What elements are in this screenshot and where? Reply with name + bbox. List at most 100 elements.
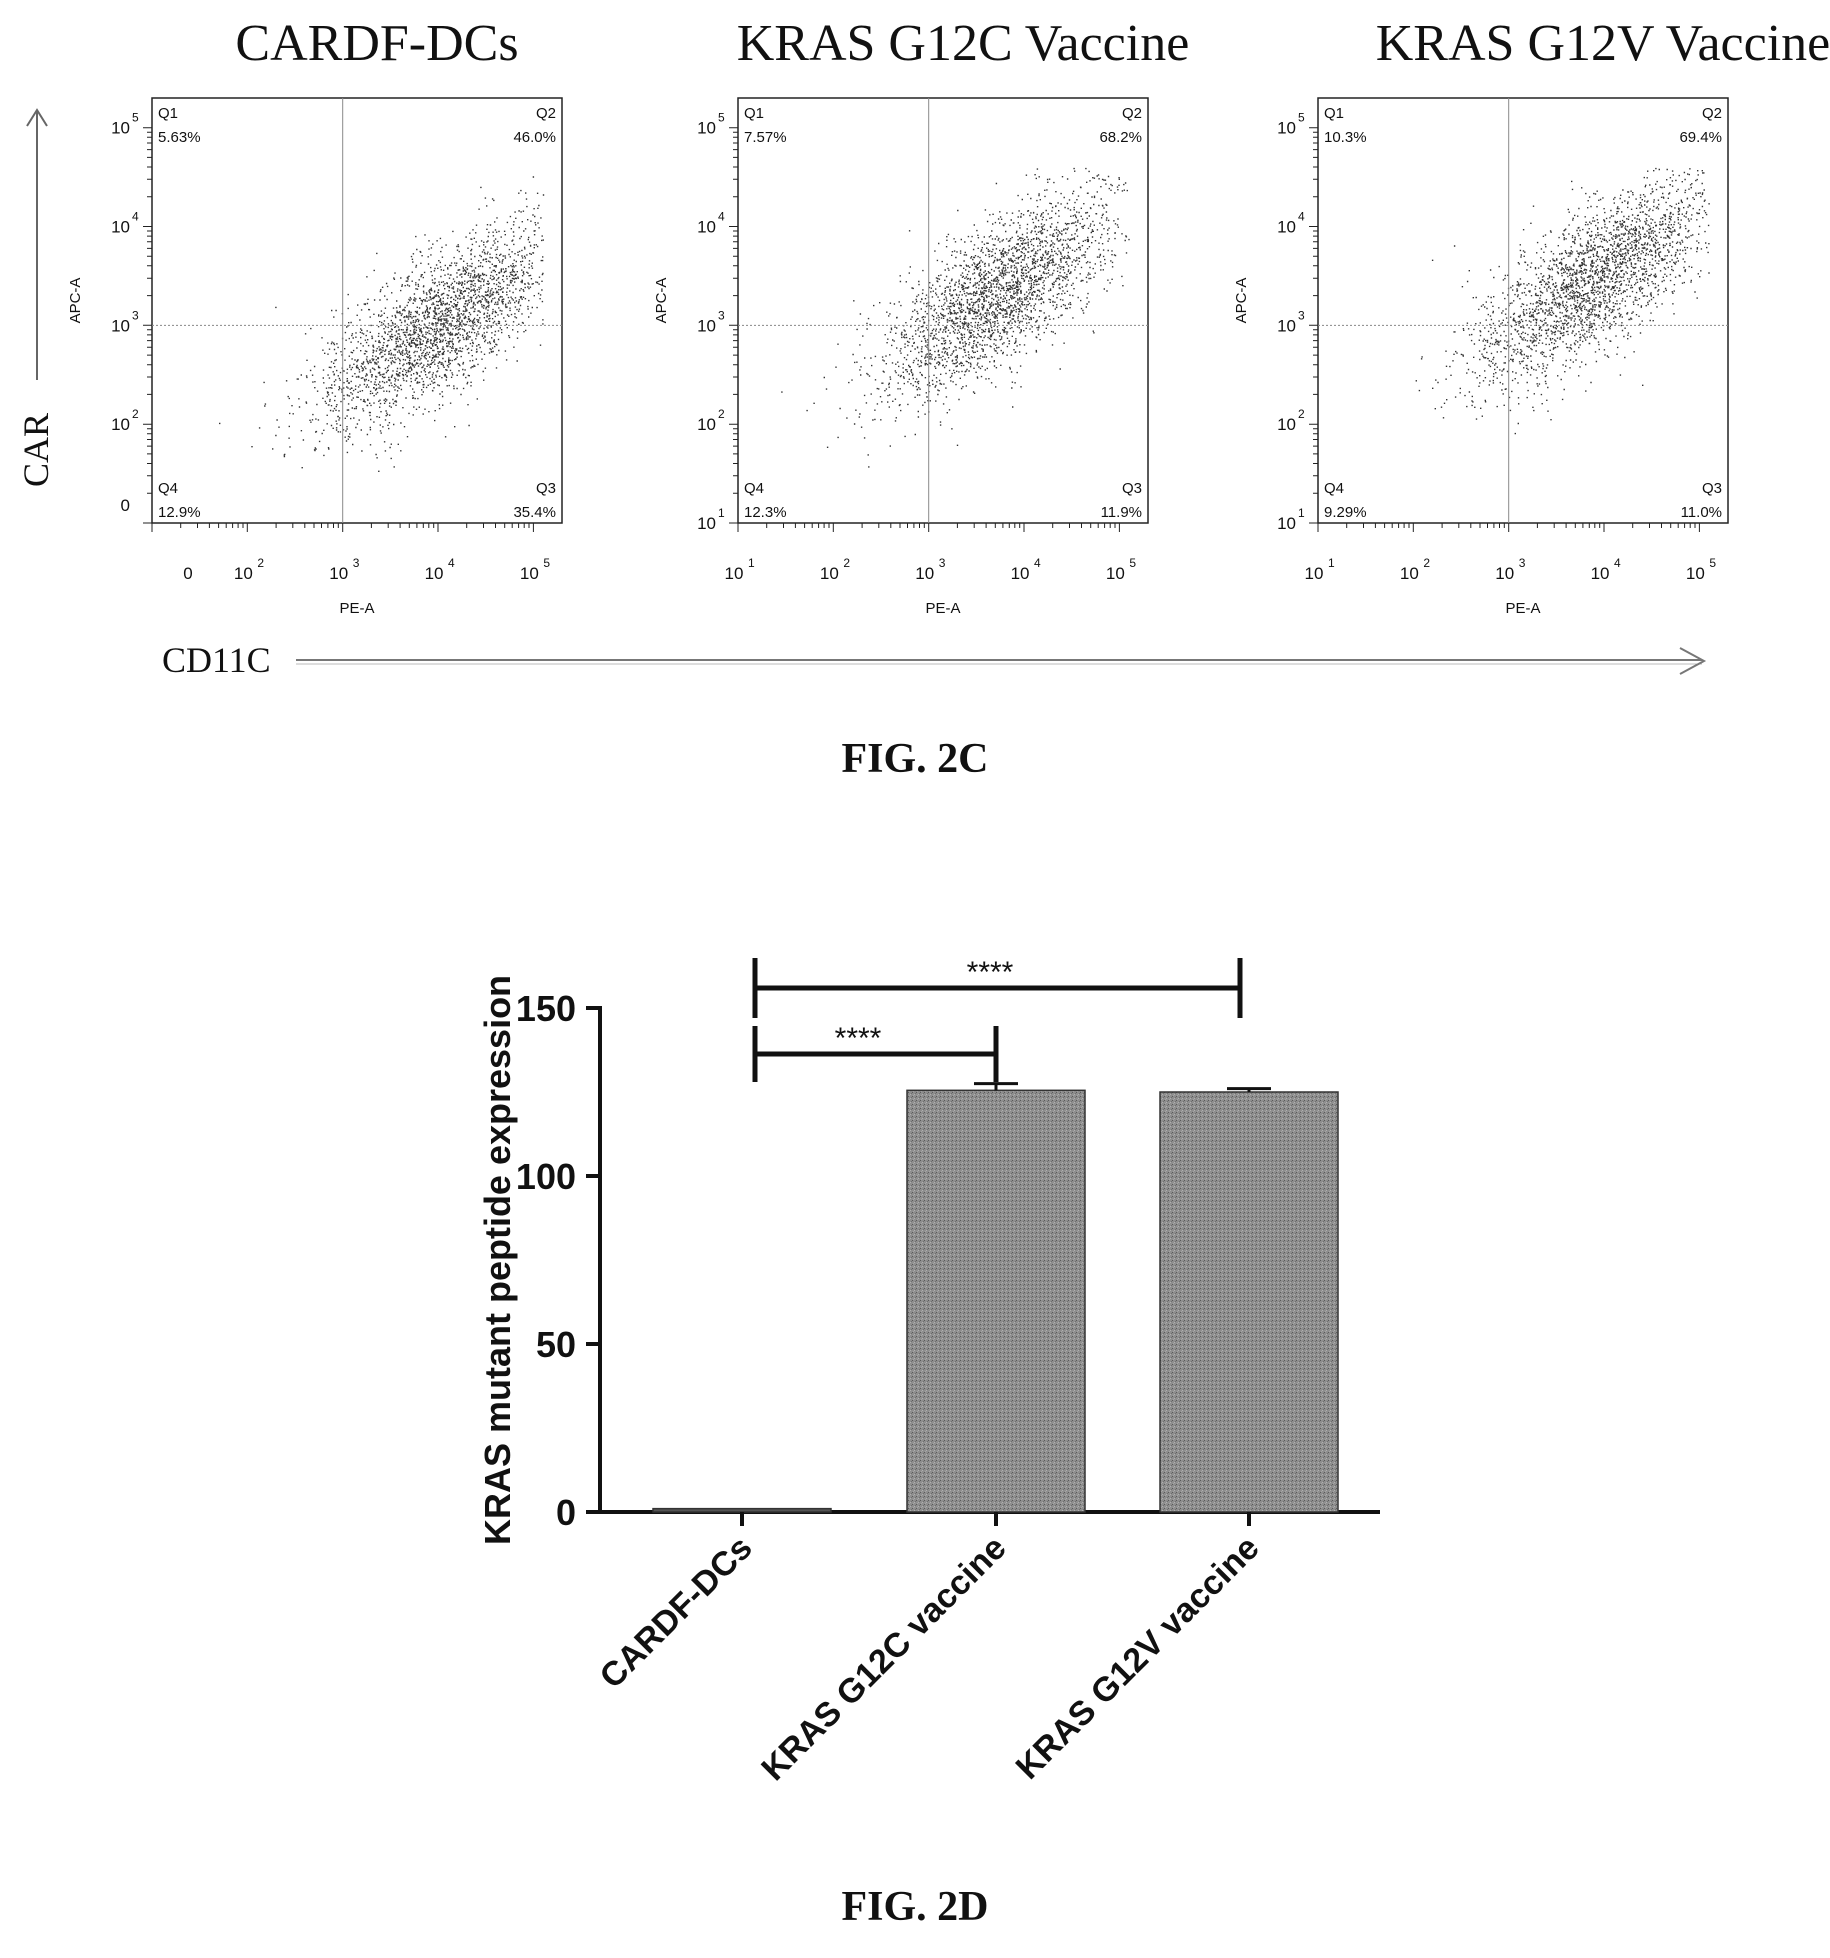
x-tick-exponent: 4 xyxy=(1614,556,1621,570)
x-tick-label: 10 xyxy=(520,564,539,583)
quadrant-name: Q3 xyxy=(1702,480,1722,497)
x-tick-label: KRAS G12V vaccine xyxy=(1009,1529,1267,1787)
bar-2 xyxy=(906,1089,1086,1513)
y-tick-label: 10 xyxy=(1277,514,1296,533)
plot-frame xyxy=(737,97,1149,524)
axis-ticks xyxy=(1309,127,1700,532)
quadrant-percent: 69.4% xyxy=(1679,129,1722,146)
y-tick-label: 0 xyxy=(556,1492,576,1533)
x-axis-label: PE-A xyxy=(339,600,374,617)
y-tick-exponent: 3 xyxy=(1298,308,1305,322)
x-tick-label: 10 xyxy=(1591,564,1610,583)
y-tick-label: 10 xyxy=(697,415,716,434)
quadrant-name: Q2 xyxy=(536,105,556,122)
quadrant-name: Q4 xyxy=(158,480,178,497)
y-tick-label: 10 xyxy=(1277,119,1296,138)
x-tick-exponent: 5 xyxy=(543,556,550,570)
quadrant-percent: 12.3% xyxy=(744,504,787,521)
y-tick-exponent: 5 xyxy=(1298,111,1305,125)
x-tick-label: 10 xyxy=(1305,564,1324,583)
y-axis-label: KRAS mutant peptide expression xyxy=(477,975,518,1545)
quadrant-percent: 11.0% xyxy=(1681,504,1722,521)
x-tick-label: KRAS G12C vaccine xyxy=(754,1529,1013,1788)
y-tick-exponent: 5 xyxy=(132,111,139,125)
y-tick-exponent: 2 xyxy=(718,407,725,421)
x-tick-exponent: 1 xyxy=(1328,556,1335,570)
quadrant-percent: 35.4% xyxy=(513,504,556,521)
x-tick-exponent: 2 xyxy=(1423,556,1430,570)
y-tick-label: 0 xyxy=(121,496,130,515)
y-tick-exponent: 2 xyxy=(132,407,139,421)
x-tick-exponent: 5 xyxy=(1129,556,1136,570)
quadrant-name: Q4 xyxy=(1324,480,1344,497)
y-tick-exponent: 1 xyxy=(1298,506,1305,520)
quadrant-name: Q1 xyxy=(744,105,764,122)
y-tick-exponent: 3 xyxy=(718,308,725,322)
x-tick-label: 10 xyxy=(820,564,839,583)
x-tick-label: 10 xyxy=(329,564,348,583)
x-tick-label: 10 xyxy=(425,564,444,583)
y-tick-label: 10 xyxy=(111,316,130,335)
bar-3 xyxy=(1159,1091,1339,1513)
scatter-points xyxy=(219,176,545,473)
quadrant-name: Q2 xyxy=(1702,105,1722,122)
axis-ticks xyxy=(143,127,534,532)
scatter-points xyxy=(1415,167,1710,435)
x-tick-exponent: 3 xyxy=(353,556,360,570)
panel-title: CARDF-DCs xyxy=(235,15,518,72)
y-tick-label: 100 xyxy=(516,1156,576,1197)
x-tick-exponent: 2 xyxy=(257,556,264,570)
figure-2c-caption: FIG. 2C xyxy=(842,736,989,782)
x-tick-label: 10 xyxy=(1106,564,1125,583)
x-tick-label: 10 xyxy=(725,564,744,583)
bar-1 xyxy=(652,1507,832,1513)
log-tick-marks xyxy=(143,127,534,532)
quadrant-percent: 12.9% xyxy=(158,504,201,521)
y-tick-label: 10 xyxy=(1277,217,1296,236)
y-tick-label: 10 xyxy=(697,217,716,236)
x-tick-exponent: 4 xyxy=(448,556,455,570)
x-tick-label: 10 xyxy=(1400,564,1419,583)
y-tick-label: 10 xyxy=(1277,415,1296,434)
figure-2d-caption: FIG. 2D xyxy=(842,1884,989,1930)
quadrant-percent: 10.3% xyxy=(1324,129,1367,146)
quadrant-name: Q2 xyxy=(1122,105,1142,122)
quadrant-percent: 9.29% xyxy=(1324,504,1367,521)
x-tick-exponent: 3 xyxy=(939,556,946,570)
y-tick-exponent: 3 xyxy=(132,308,139,322)
y-tick-exponent: 4 xyxy=(132,209,139,223)
y-tick-exponent: 5 xyxy=(718,111,725,125)
plot-frame xyxy=(151,97,563,524)
x-tick-label: CARDF-DCs xyxy=(593,1529,760,1696)
y-tick-exponent: 4 xyxy=(1298,209,1305,223)
axis-ticks xyxy=(729,127,1120,532)
x-tick-label: 10 xyxy=(1686,564,1705,583)
panel-title: KRAS G12C Vaccine xyxy=(737,15,1190,72)
quadrant-name: Q4 xyxy=(744,480,764,497)
y-axis-label: APC-A xyxy=(653,278,670,324)
x-tick-exponent: 5 xyxy=(1709,556,1716,570)
log-tick-marks xyxy=(729,127,1120,532)
y-axis-label: APC-A xyxy=(1233,278,1250,324)
x-tick-exponent: 3 xyxy=(1519,556,1526,570)
quadrant-percent: 5.63% xyxy=(158,129,201,146)
quadrant-percent: 7.57% xyxy=(744,129,787,146)
quadrant-name: Q1 xyxy=(1324,105,1344,122)
x-tick-label: 10 xyxy=(1495,564,1514,583)
x-axis-label: PE-A xyxy=(925,600,960,617)
scatter-points xyxy=(781,167,1130,468)
flow-panel-3: KRAS G12V Vaccine Q1 10.3% Q2 69.4% Q3 11.0% Q4… xyxy=(1233,15,1830,617)
y-tick-exponent: 4 xyxy=(718,209,725,223)
y-tick-label: 10 xyxy=(111,217,130,236)
quadrant-percent: 46.0% xyxy=(513,129,556,146)
y-tick-label: 10 xyxy=(697,119,716,138)
event-dots xyxy=(219,176,545,473)
y-axis-label: APC-A xyxy=(67,278,84,324)
x-tick-exponent: 1 xyxy=(748,556,755,570)
quadrant-percent: 68.2% xyxy=(1099,129,1142,146)
quadrant-percent: 11.9% xyxy=(1101,504,1142,521)
y-tick-label: 10 xyxy=(1277,316,1296,335)
y-tick-label: 10 xyxy=(111,415,130,434)
